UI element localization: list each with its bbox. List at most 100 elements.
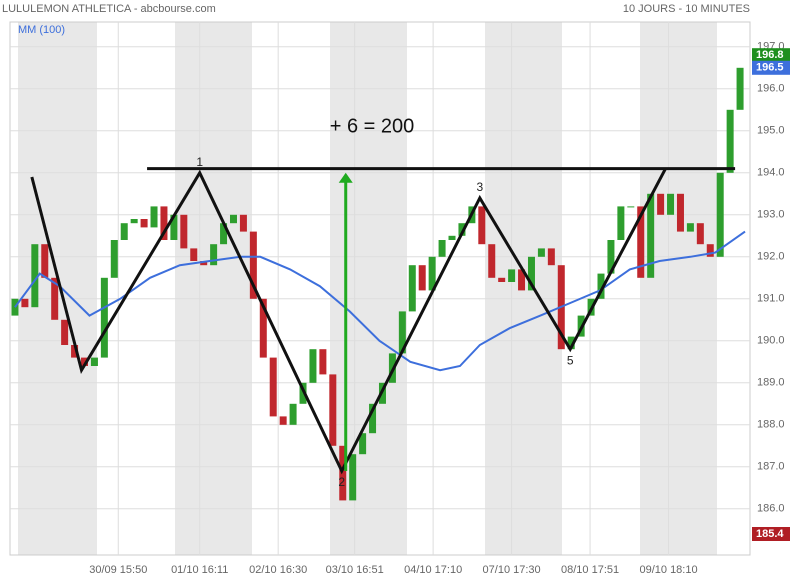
price-tag-label: 196.8 (756, 49, 784, 61)
candle (299, 382, 307, 404)
candle (736, 67, 744, 110)
candle (627, 206, 635, 208)
candle (676, 193, 684, 232)
chart-title: LULULEMON ATHLETICA - abcbourse.com (2, 3, 216, 15)
x-tick-label: 01/10 16:11 (171, 564, 228, 576)
y-tick-label: 192.0 (757, 251, 785, 263)
candle (190, 248, 198, 261)
candle (51, 277, 59, 320)
candle (130, 219, 138, 224)
price-tag-label: 185.4 (756, 528, 784, 540)
price-tag-label: 196.5 (756, 62, 784, 74)
candle (438, 240, 446, 257)
candle (160, 206, 168, 240)
candle (61, 319, 69, 345)
candle (458, 223, 466, 236)
x-tick-label: 02/10 16:30 (249, 564, 307, 576)
candle (488, 244, 496, 278)
candle (329, 374, 337, 446)
candle (289, 403, 297, 425)
y-tick-label: 196.0 (757, 83, 785, 95)
candle (527, 256, 535, 291)
candle (200, 261, 208, 266)
candle (349, 454, 357, 501)
pattern-label: 3 (476, 180, 483, 194)
candle (418, 265, 426, 291)
candle (170, 214, 178, 240)
price-tag (752, 48, 790, 63)
pattern-line (30, 167, 667, 475)
candle (686, 223, 694, 232)
candle (110, 240, 118, 278)
legend-ma: MM (100) (18, 24, 65, 36)
pattern-label: 1 (196, 155, 203, 169)
candle (647, 193, 655, 278)
y-tick-label: 195.0 (757, 125, 785, 137)
candle (220, 223, 228, 245)
pattern-label: 2 (338, 475, 345, 489)
y-tick-label: 194.0 (757, 167, 785, 179)
band (175, 22, 252, 555)
y-tick-label: 187.0 (757, 461, 785, 473)
candle (150, 206, 158, 228)
candle (508, 269, 516, 282)
candle (448, 235, 456, 240)
candle (706, 244, 714, 257)
y-tick-label: 186.0 (757, 503, 785, 515)
candle (597, 273, 605, 299)
y-tick-label: 193.0 (757, 209, 785, 221)
arrow-head (338, 172, 353, 183)
y-tick-label: 191.0 (757, 293, 785, 305)
candle (239, 214, 247, 232)
price-tag (752, 527, 790, 541)
candle (120, 223, 128, 240)
candle (100, 277, 108, 358)
candle (478, 206, 486, 245)
x-tick-label: 09/10 18:10 (639, 564, 697, 576)
plot-border (9, 21, 751, 556)
candle (31, 244, 39, 308)
candle (319, 349, 327, 375)
candle (249, 231, 257, 299)
x-tick-label: 30/09 15:50 (89, 564, 147, 576)
candle (80, 357, 88, 366)
chart-subtitle: 10 JOURS - 10 MINUTES (623, 3, 750, 15)
annotation: + 6 = 200 (330, 115, 415, 137)
candle (339, 445, 347, 501)
candle (180, 214, 188, 249)
candle (210, 244, 218, 266)
candle (229, 214, 237, 224)
candle (716, 172, 724, 257)
candle (657, 193, 665, 215)
candle (498, 277, 506, 282)
candle (518, 269, 526, 291)
candle (617, 206, 625, 240)
candle (140, 219, 148, 228)
pattern-label: 5 (567, 353, 574, 367)
x-tick-label: 07/10 17:30 (483, 564, 541, 576)
candle (726, 109, 734, 173)
candle (309, 349, 317, 383)
candle (637, 206, 645, 278)
candle (279, 416, 287, 425)
price-tag (752, 60, 790, 75)
y-tick-label: 190.0 (757, 335, 785, 347)
candle (269, 357, 277, 417)
x-tick-label: 03/10 16:51 (326, 564, 384, 576)
candle (359, 433, 367, 455)
candle (547, 248, 555, 266)
x-tick-label: 08/10 17:51 (561, 564, 619, 576)
candle (428, 256, 436, 291)
candle (41, 244, 49, 278)
candle (667, 193, 675, 215)
candle (21, 298, 29, 308)
candle (369, 403, 377, 434)
candle (398, 311, 406, 354)
band (640, 22, 717, 555)
x-tick-label: 04/10 17:10 (404, 564, 462, 576)
candle (71, 345, 79, 358)
candle (259, 298, 267, 358)
candle (90, 357, 98, 366)
y-tick-label: 188.0 (757, 419, 785, 431)
